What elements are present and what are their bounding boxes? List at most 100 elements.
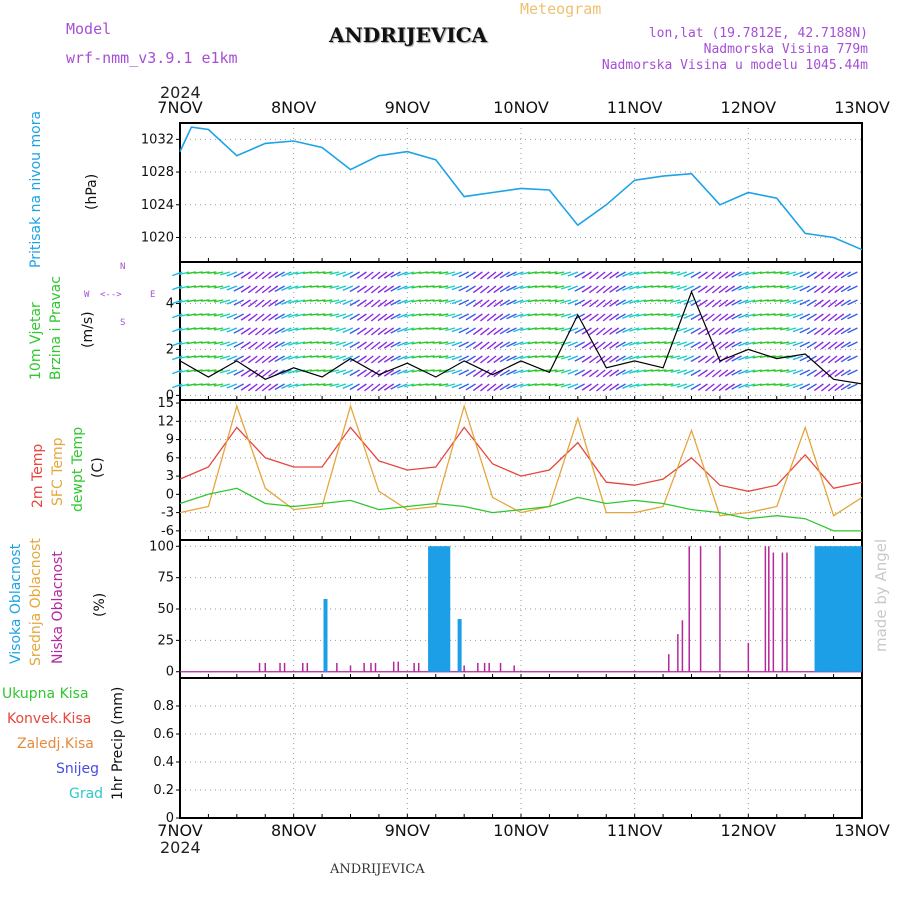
wind-arrow	[643, 327, 653, 331]
wind-arrow	[759, 355, 769, 358]
wind-arrow	[240, 327, 251, 335]
wind-arrow	[200, 355, 210, 358]
wind-arrow	[602, 355, 613, 364]
cloud-bar	[302, 662, 304, 672]
wind-arrow	[711, 285, 722, 294]
wind-arrow	[233, 341, 244, 348]
y-tick-label: 2	[166, 342, 174, 357]
y-tick-label: 1032	[141, 132, 174, 147]
wind-arrow	[370, 355, 381, 364]
wind-arrow	[650, 271, 660, 274]
wind-arrow	[622, 369, 633, 376]
wind-arrow	[179, 285, 190, 290]
wind-arrow	[233, 355, 244, 362]
wind-arrow	[596, 327, 606, 336]
wind-arrow	[472, 299, 483, 308]
wind-arrow	[609, 313, 620, 321]
wind-arrow	[690, 383, 701, 391]
wind-arrow	[390, 313, 401, 320]
wind-arrow	[792, 355, 804, 361]
wind-arrow	[349, 271, 360, 279]
wind-arrow	[629, 341, 640, 346]
wind-arrow	[390, 341, 401, 348]
cloud-bar	[392, 661, 395, 672]
wind-arrow	[792, 313, 804, 319]
wind-arrow	[581, 383, 592, 391]
wind-arrow	[186, 327, 197, 331]
wind-arrow	[213, 299, 224, 303]
wind-arrow	[724, 285, 736, 293]
wind-arrow	[329, 313, 340, 317]
wind-arrow	[281, 285, 292, 292]
wind-arrow	[609, 383, 620, 391]
wind-arrow	[643, 383, 653, 387]
wind-arrow	[847, 285, 858, 292]
wind-arrow	[316, 355, 326, 358]
wind-arrow	[418, 285, 428, 288]
wind-arrow	[520, 355, 531, 360]
wind-arrow	[465, 271, 476, 279]
wind-arrow	[383, 313, 395, 321]
cloud-bar	[264, 662, 266, 672]
wind-arrow	[480, 271, 490, 280]
wind-arrow	[554, 285, 565, 289]
wind-arrow	[588, 383, 599, 392]
wind-arrow	[636, 355, 647, 359]
wind-arrow	[186, 285, 197, 289]
wind-arrow	[596, 299, 606, 308]
cloud-bar	[819, 546, 824, 672]
wind-arrow	[193, 355, 203, 358]
wind-arrow	[718, 299, 729, 308]
y-tick-label: 0	[166, 811, 174, 826]
wind-arrow	[745, 299, 756, 304]
wind-arrow	[697, 355, 708, 363]
wind-arrow	[602, 341, 613, 350]
wind-arrow	[759, 271, 769, 274]
wind-arrow	[451, 383, 463, 389]
wind-arrow	[370, 383, 381, 392]
wind-arrow	[548, 313, 558, 316]
wind-arrow	[261, 383, 272, 392]
wind-arrow	[567, 383, 579, 389]
wind-arrow	[683, 355, 695, 362]
cloud-bar	[830, 546, 835, 672]
wind-arrow	[411, 369, 422, 373]
wind-arrow	[281, 271, 292, 278]
wind-arrow	[786, 313, 797, 318]
wind-arrow	[738, 341, 749, 347]
wind-arrow	[574, 299, 585, 306]
wind-arrow	[650, 327, 660, 330]
wind-arrow	[821, 313, 831, 322]
wind-arrow	[472, 383, 483, 392]
wind-arrow	[172, 271, 183, 277]
wind-arrow	[226, 383, 238, 389]
wind-arrow	[207, 355, 217, 358]
wind-arrow	[207, 299, 217, 302]
wind-arrow	[480, 313, 490, 322]
cloud-bar	[699, 546, 702, 672]
wind-arrow	[226, 285, 238, 291]
wind-arrow	[233, 285, 244, 292]
wind-arrow	[683, 369, 695, 376]
compass-e: E	[150, 290, 156, 300]
temp-line-0	[179, 426, 863, 492]
wind-arrow	[335, 313, 347, 318]
wind-arrow	[486, 327, 497, 336]
wind-arrow	[609, 355, 620, 363]
wind-arrow	[247, 313, 258, 322]
wind-arrow	[268, 327, 279, 335]
wind-arrow	[377, 285, 388, 294]
wind-arrow	[438, 355, 449, 359]
wind-arrow	[207, 341, 217, 344]
wind-arrow	[724, 313, 736, 321]
wind-arrow	[731, 355, 742, 362]
wind-arrow	[548, 383, 558, 386]
wind-arrow	[554, 313, 565, 317]
wind-arrow	[759, 341, 769, 344]
wind-compass: W E <--> N S	[84, 262, 156, 328]
wind-arrow	[390, 369, 401, 376]
wind-arrow	[813, 271, 824, 280]
wind-arrow	[821, 299, 831, 308]
wind-arrow	[295, 299, 306, 303]
wind-arrow	[806, 341, 817, 349]
